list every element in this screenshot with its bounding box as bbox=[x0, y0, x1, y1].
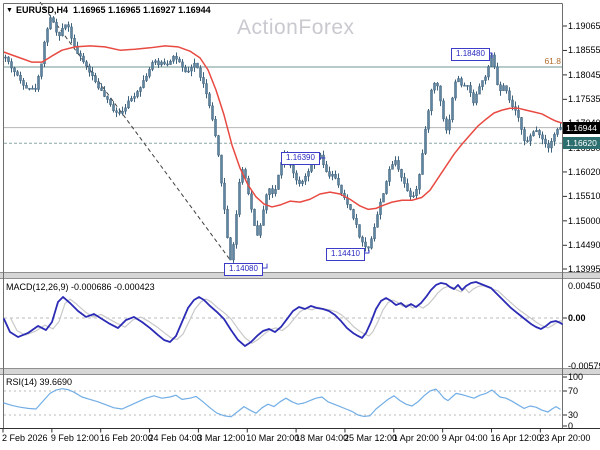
macd-axis-label: 0.00 bbox=[568, 313, 586, 323]
macd-label: MACD(12,26,9) -0.000686 -0.000423 bbox=[6, 282, 155, 292]
price-axis-label: 1.13995 bbox=[568, 264, 600, 274]
price-annotation: 1.14410 bbox=[326, 248, 365, 261]
time-axis-label: 1 Apr 20:00 bbox=[392, 433, 439, 443]
price-axis-label: 1.15000 bbox=[568, 215, 600, 226]
chart-title: ▼ EURUSD,H4 1.16965 1.16965 1.16927 1.169… bbox=[6, 5, 211, 15]
price-annotation: 1.16390 bbox=[281, 152, 320, 165]
time-axis-label: 16 Feb 20:00 bbox=[99, 433, 153, 443]
support-level-badge: 1.16620 bbox=[563, 137, 600, 150]
rsi-axis-label: 70 bbox=[568, 386, 579, 396]
time-axis-label: 25 Mar 12:00 bbox=[343, 433, 397, 443]
rsi-label: RSI(14) 39.6690 bbox=[6, 377, 73, 387]
watermark: ActionForex bbox=[237, 16, 355, 39]
ohlc-values: 1.16965 1.16965 1.16927 1.16944 bbox=[72, 5, 211, 15]
price-axis-label: 1.17535 bbox=[568, 94, 600, 105]
time-axis-label: 10 Mar 20:00 bbox=[246, 433, 300, 443]
current-price-badge: 1.16944 bbox=[563, 121, 600, 134]
time-axis-label: 9 Apr 04:00 bbox=[441, 433, 488, 443]
price-annotation: 1.18480 bbox=[451, 48, 490, 61]
time-axis-label: 2 Feb 2026 bbox=[2, 433, 48, 443]
price-axis-label: 1.19065 bbox=[568, 20, 600, 31]
price-axis-label: 1.16020 bbox=[568, 166, 600, 177]
price-axis-label: 1.18045 bbox=[568, 69, 600, 80]
price-axis-label: 1.14490 bbox=[568, 240, 600, 251]
price-axis-label: 1.15510 bbox=[568, 191, 600, 202]
time-axis-label: 9 Feb 12:00 bbox=[50, 433, 99, 443]
time-axis-label: 16 Apr 12:00 bbox=[490, 433, 542, 443]
dropdown-icon[interactable]: ▼ bbox=[6, 7, 13, 14]
macd-axis-label: 0.004502 bbox=[568, 281, 600, 291]
time-axis-label: 24 Feb 04:00 bbox=[148, 433, 202, 443]
time-axis-label: 23 Apr 20:00 bbox=[539, 433, 591, 443]
rsi-axis-label: 100 bbox=[568, 372, 584, 382]
macd-axis-label: -0.005791 bbox=[568, 361, 600, 371]
rsi-axis-label: 0 bbox=[568, 421, 574, 431]
time-axis-label: 18 Mar 04:00 bbox=[295, 433, 349, 443]
time-axis-label: 3 Mar 12:00 bbox=[197, 433, 246, 443]
symbol-label: EURUSD,H4 bbox=[15, 5, 68, 15]
price-axis-label: 1.18555 bbox=[568, 45, 600, 56]
price-annotation: 1.14080 bbox=[224, 263, 263, 276]
rsi-axis-label: 30 bbox=[568, 410, 579, 420]
fib-level-label: 61.8 bbox=[544, 55, 561, 66]
